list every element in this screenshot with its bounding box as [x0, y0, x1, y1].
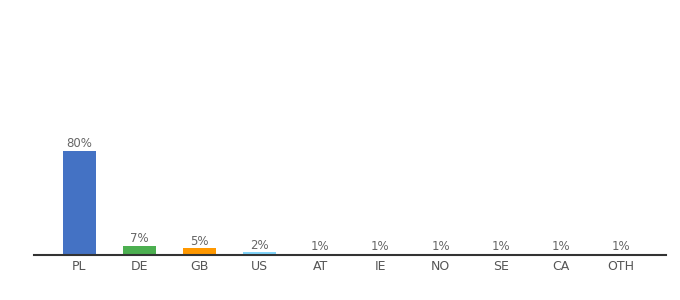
Text: 1%: 1% — [371, 240, 390, 253]
Text: 1%: 1% — [492, 240, 510, 253]
Bar — [183, 248, 216, 255]
Text: 5%: 5% — [190, 235, 209, 248]
Bar — [63, 151, 96, 255]
Bar — [243, 252, 277, 255]
Text: 1%: 1% — [612, 240, 630, 253]
Bar — [303, 254, 337, 255]
Text: 1%: 1% — [431, 240, 449, 253]
Bar — [605, 254, 638, 255]
Text: 1%: 1% — [311, 240, 329, 253]
Text: 2%: 2% — [251, 239, 269, 252]
Text: 7%: 7% — [130, 232, 149, 245]
Bar — [484, 254, 517, 255]
Text: 1%: 1% — [551, 240, 571, 253]
Bar — [545, 254, 577, 255]
Bar — [123, 246, 156, 255]
Text: 80%: 80% — [67, 137, 92, 150]
Bar — [424, 254, 457, 255]
Bar — [364, 254, 397, 255]
